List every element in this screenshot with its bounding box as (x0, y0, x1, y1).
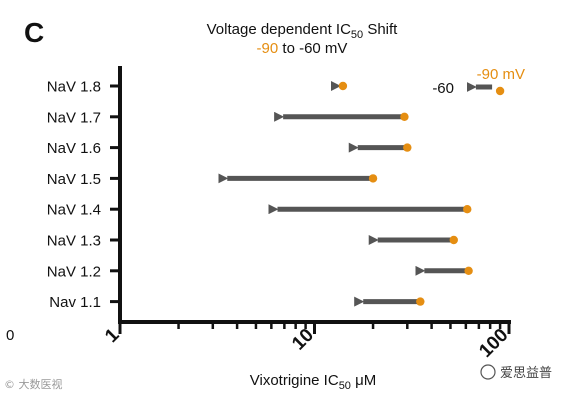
x-axis-label-sub: 50 (339, 380, 351, 392)
y-tick-label-2: NaV 1.7 (47, 109, 101, 126)
wechat-icon (480, 364, 496, 380)
legend-label-90: -90 mV (477, 66, 525, 83)
legend-dot (495, 86, 505, 96)
chart-title-suffix: Shift (363, 21, 398, 38)
watermark-right-text: 爱思益普 (500, 366, 552, 381)
chart-subtitle: -90 to -60 mV (257, 40, 348, 57)
y-tick-label-5: NaV 1.4 (47, 202, 101, 219)
y-tick-label-3: NaV 1.6 (47, 140, 101, 157)
dot-90mv-6 (449, 235, 458, 245)
y-tick-label-4: NaV 1.5 (47, 171, 101, 188)
x-axis-label-unit: μM (351, 372, 376, 389)
x-axis-label: Vixotrigine IC50 μM (250, 372, 377, 392)
chart-title-main: Voltage dependent IC (207, 21, 351, 38)
chart-subtitle-part-1: -90 (257, 40, 279, 57)
chart-subtitle-part-2: to -60 mV (278, 40, 347, 57)
chart-title: Voltage dependent IC50 Shift (207, 21, 399, 41)
dot-90mv-5 (463, 205, 472, 214)
dot-90mv-8 (416, 297, 425, 306)
dot-90mv-1 (338, 81, 348, 91)
watermark-left: © 大数医视 (4, 377, 63, 391)
plot-area: NaV 1.8 NaV 1.7 NaV 1.6 NaV 1.5 NaV 1.4 NaV 1… (47, 66, 525, 362)
dot-90mv-2 (400, 112, 409, 122)
y-tick-label-7: NaV 1.2 (47, 263, 101, 280)
watermark-left-text: © 大数医视 (4, 377, 63, 391)
y-tick-label-6: NaV 1.3 (47, 233, 101, 250)
watermark-right: 爱思益普 (480, 364, 552, 381)
dot-90mv-7 (464, 266, 473, 275)
legend-label-60: -60 (432, 80, 454, 97)
panel-label: C (24, 17, 44, 48)
stray-tick-label: 0 (6, 327, 14, 344)
dot-90mv-4 (368, 174, 378, 183)
chart-title-sub: 50 (351, 29, 363, 41)
y-tick-label-1: NaV 1.8 (47, 79, 101, 96)
x-axis-label-main: Vixotrigine IC (250, 372, 339, 389)
x-tick-label-3: 100 (475, 325, 512, 362)
dot-90mv-3 (403, 143, 412, 152)
y-tick-label-8: Nav 1.1 (49, 294, 101, 311)
